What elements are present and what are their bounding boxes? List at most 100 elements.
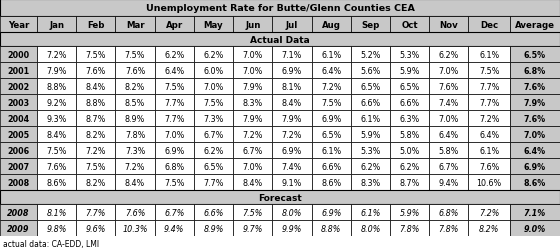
Bar — [272, 126, 311, 142]
Bar — [0, 126, 37, 142]
Text: 7.0%: 7.0% — [242, 50, 263, 59]
Text: 7.7%: 7.7% — [164, 98, 185, 107]
Bar — [37, 17, 76, 33]
Text: 6.4%: 6.4% — [321, 66, 342, 75]
Bar — [469, 174, 510, 190]
Text: 7.2%: 7.2% — [242, 130, 263, 139]
Text: 6.1%: 6.1% — [360, 208, 381, 217]
Text: 8.0%: 8.0% — [282, 208, 302, 217]
Bar — [469, 79, 510, 95]
Text: 7.5%: 7.5% — [242, 208, 263, 217]
Bar — [0, 174, 37, 190]
Bar — [0, 158, 37, 174]
Bar — [311, 63, 351, 79]
Text: 6.5%: 6.5% — [524, 50, 546, 59]
Bar — [351, 111, 390, 126]
Text: 7.6%: 7.6% — [86, 66, 106, 75]
Bar — [115, 204, 155, 220]
Text: 6.5%: 6.5% — [399, 82, 420, 91]
Text: 8.7%: 8.7% — [399, 178, 420, 187]
Bar — [351, 158, 390, 174]
Bar — [155, 17, 194, 33]
Bar — [233, 174, 272, 190]
Text: 6.7%: 6.7% — [164, 208, 184, 217]
Bar — [390, 79, 430, 95]
Bar — [469, 47, 510, 63]
Bar — [430, 47, 469, 63]
Text: 7.2%: 7.2% — [479, 114, 500, 123]
Text: 9.4%: 9.4% — [164, 224, 184, 233]
Bar — [311, 220, 351, 236]
Text: 6.9%: 6.9% — [164, 146, 184, 155]
Bar — [233, 126, 272, 142]
Bar — [430, 204, 469, 220]
Bar — [390, 174, 430, 190]
Bar — [390, 204, 430, 220]
Text: Jun: Jun — [245, 20, 260, 30]
Text: 2001: 2001 — [7, 66, 30, 75]
Bar — [194, 142, 233, 158]
Text: 5.9%: 5.9% — [399, 66, 420, 75]
Bar — [510, 220, 560, 236]
Bar — [390, 95, 430, 111]
Text: 2008: 2008 — [7, 208, 30, 217]
Bar — [155, 47, 194, 63]
Bar — [233, 79, 272, 95]
Text: 6.7%: 6.7% — [438, 162, 459, 171]
Bar — [430, 174, 469, 190]
Bar — [0, 142, 37, 158]
Bar — [351, 126, 390, 142]
Bar — [311, 47, 351, 63]
Bar — [37, 204, 76, 220]
Text: 8.8%: 8.8% — [46, 82, 67, 91]
Text: Forecast: Forecast — [258, 193, 302, 202]
Bar — [155, 95, 194, 111]
Text: 6.2%: 6.2% — [203, 146, 224, 155]
Text: 8.2%: 8.2% — [479, 224, 500, 233]
Text: Unemployment Rate for Butte/Glenn Counties CEA: Unemployment Rate for Butte/Glenn Counti… — [146, 4, 414, 13]
Text: 7.0%: 7.0% — [203, 82, 224, 91]
Text: 7.9%: 7.9% — [282, 114, 302, 123]
Bar — [311, 17, 351, 33]
Text: 6.3%: 6.3% — [399, 114, 420, 123]
Text: 9.7%: 9.7% — [242, 224, 263, 233]
Bar — [351, 174, 390, 190]
Text: 9.9%: 9.9% — [282, 224, 302, 233]
Text: 8.4%: 8.4% — [282, 98, 302, 107]
Bar — [76, 95, 115, 111]
Text: 7.2%: 7.2% — [282, 130, 302, 139]
Bar — [76, 220, 115, 236]
Text: 7.6%: 7.6% — [524, 82, 546, 91]
Text: 6.9%: 6.9% — [524, 162, 546, 171]
Bar — [115, 142, 155, 158]
Text: Jan: Jan — [49, 20, 64, 30]
Bar — [115, 126, 155, 142]
Bar — [311, 204, 351, 220]
Bar — [233, 95, 272, 111]
Bar — [0, 0, 560, 17]
Bar — [155, 111, 194, 126]
Text: 7.6%: 7.6% — [46, 162, 67, 171]
Bar — [155, 158, 194, 174]
Text: 8.6%: 8.6% — [524, 178, 546, 187]
Text: 7.5%: 7.5% — [46, 146, 67, 155]
Text: 7.7%: 7.7% — [86, 208, 106, 217]
Text: 7.6%: 7.6% — [125, 66, 145, 75]
Text: Sep: Sep — [361, 20, 380, 30]
Bar — [469, 204, 510, 220]
Text: 8.4%: 8.4% — [242, 178, 263, 187]
Text: 5.8%: 5.8% — [399, 130, 420, 139]
Bar — [390, 126, 430, 142]
Bar — [115, 220, 155, 236]
Text: 7.5%: 7.5% — [86, 162, 106, 171]
Bar — [430, 79, 469, 95]
Text: 8.9%: 8.9% — [125, 114, 145, 123]
Text: 2002: 2002 — [7, 82, 30, 91]
Text: Average: Average — [515, 20, 555, 30]
Bar — [510, 47, 560, 63]
Bar — [155, 220, 194, 236]
Text: 8.1%: 8.1% — [282, 82, 302, 91]
Text: 2006: 2006 — [7, 146, 30, 155]
Bar — [155, 142, 194, 158]
Text: Oct: Oct — [402, 20, 418, 30]
